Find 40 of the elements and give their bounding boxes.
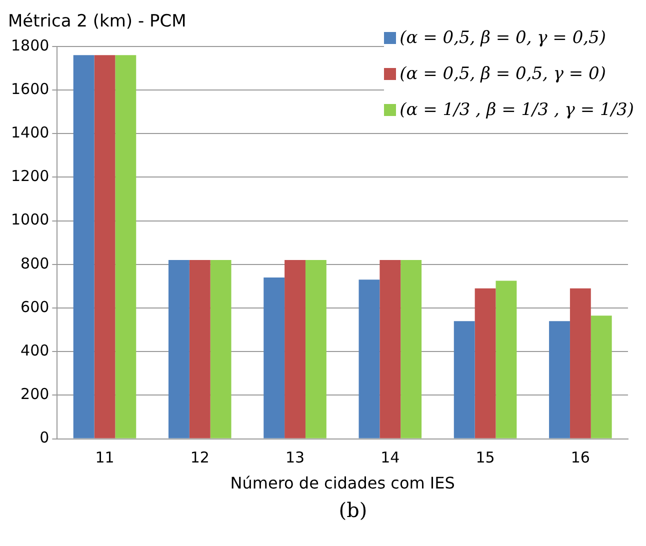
- bar: [264, 277, 285, 438]
- x-axis-title: Número de cidades com IES: [230, 474, 455, 493]
- x-tick-label: 15: [476, 448, 495, 467]
- bar: [115, 55, 136, 438]
- y-tick-label: 1800: [10, 36, 50, 54]
- y-tick-label: 1400: [10, 123, 50, 142]
- bar: [73, 55, 94, 438]
- y-tick-label: 200: [20, 385, 50, 404]
- legend-label: (α = 1/3 , β = 1/3 , γ = 1/3): [400, 99, 634, 122]
- x-tick-label: 11: [95, 448, 114, 467]
- y-tick-label: 800: [20, 254, 50, 272]
- y-tick-label: 600: [20, 298, 50, 316]
- bar: [474, 288, 496, 438]
- y-tick-label: 0: [40, 428, 50, 447]
- bar: [284, 260, 306, 438]
- x-tick-label: 13: [285, 448, 305, 467]
- text: (b): [338, 498, 368, 522]
- bar: [400, 260, 422, 438]
- x-tick-label: 14: [380, 448, 400, 467]
- x-tick-label: 16: [570, 448, 590, 467]
- bar: [210, 260, 232, 438]
- bar: [590, 316, 612, 438]
- bar: [168, 260, 190, 438]
- bar: [454, 321, 475, 438]
- bar: [358, 280, 380, 438]
- y-tick-label: 1000: [10, 210, 50, 229]
- y-tick-label: 1200: [10, 167, 50, 186]
- bar: [549, 321, 570, 438]
- y-tick-label: 400: [20, 341, 50, 360]
- y-tick-label: 1600: [10, 80, 50, 98]
- bar: [305, 260, 326, 438]
- bar: [570, 288, 591, 438]
- legend-label: (α = 0,5, β = 0,5, γ = 0): [400, 63, 606, 86]
- bar: [380, 260, 401, 438]
- bar: [94, 55, 116, 438]
- x-tick-label: 12: [190, 448, 210, 467]
- bar: [496, 280, 517, 438]
- chart-title: Métrica 2 (km) - PCM: [8, 12, 186, 32]
- legend-label: (α = 0,5, β = 0, γ = 0,5): [400, 27, 606, 50]
- bar: [189, 260, 210, 438]
